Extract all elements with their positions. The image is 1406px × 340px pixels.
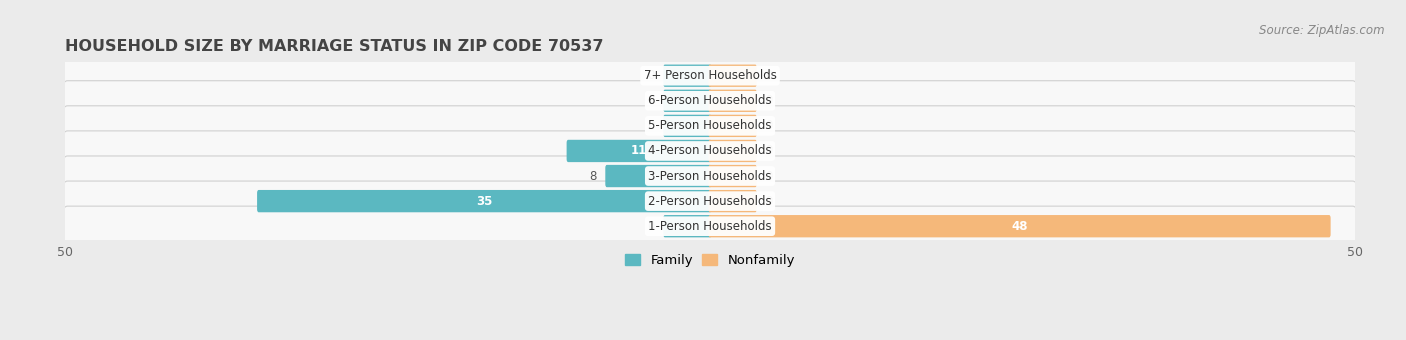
Text: 0: 0 bbox=[765, 170, 773, 183]
FancyBboxPatch shape bbox=[709, 140, 756, 162]
FancyBboxPatch shape bbox=[567, 140, 711, 162]
Text: 0: 0 bbox=[647, 220, 655, 233]
Text: 8: 8 bbox=[589, 170, 596, 183]
Text: Source: ZipAtlas.com: Source: ZipAtlas.com bbox=[1260, 24, 1385, 37]
FancyBboxPatch shape bbox=[62, 206, 1358, 246]
FancyBboxPatch shape bbox=[664, 215, 711, 237]
FancyBboxPatch shape bbox=[62, 56, 1358, 96]
Text: HOUSEHOLD SIZE BY MARRIAGE STATUS IN ZIP CODE 70537: HOUSEHOLD SIZE BY MARRIAGE STATUS IN ZIP… bbox=[65, 39, 603, 54]
FancyBboxPatch shape bbox=[709, 215, 1330, 237]
Text: 0: 0 bbox=[647, 119, 655, 132]
Text: 0: 0 bbox=[765, 119, 773, 132]
Text: 0: 0 bbox=[647, 69, 655, 82]
FancyBboxPatch shape bbox=[709, 65, 756, 87]
FancyBboxPatch shape bbox=[709, 165, 756, 187]
FancyBboxPatch shape bbox=[62, 181, 1358, 221]
Text: 0: 0 bbox=[765, 144, 773, 157]
FancyBboxPatch shape bbox=[664, 90, 711, 112]
FancyBboxPatch shape bbox=[664, 65, 711, 87]
FancyBboxPatch shape bbox=[606, 165, 711, 187]
Text: 5-Person Households: 5-Person Households bbox=[648, 119, 772, 132]
Text: 7+ Person Households: 7+ Person Households bbox=[644, 69, 776, 82]
Text: 11: 11 bbox=[631, 144, 647, 157]
Text: 0: 0 bbox=[647, 94, 655, 107]
Text: 4-Person Households: 4-Person Households bbox=[648, 144, 772, 157]
FancyBboxPatch shape bbox=[709, 90, 756, 112]
Text: 3-Person Households: 3-Person Households bbox=[648, 170, 772, 183]
FancyBboxPatch shape bbox=[664, 115, 711, 137]
FancyBboxPatch shape bbox=[62, 81, 1358, 121]
FancyBboxPatch shape bbox=[62, 106, 1358, 146]
FancyBboxPatch shape bbox=[62, 156, 1358, 196]
FancyBboxPatch shape bbox=[62, 131, 1358, 171]
Text: 0: 0 bbox=[765, 194, 773, 208]
Text: 48: 48 bbox=[1011, 220, 1028, 233]
Text: 35: 35 bbox=[477, 194, 492, 208]
FancyBboxPatch shape bbox=[709, 190, 756, 212]
Text: 0: 0 bbox=[765, 94, 773, 107]
Text: 1-Person Households: 1-Person Households bbox=[648, 220, 772, 233]
Text: 6-Person Households: 6-Person Households bbox=[648, 94, 772, 107]
Legend: Family, Nonfamily: Family, Nonfamily bbox=[619, 249, 801, 273]
FancyBboxPatch shape bbox=[709, 115, 756, 137]
Text: 2-Person Households: 2-Person Households bbox=[648, 194, 772, 208]
FancyBboxPatch shape bbox=[257, 190, 711, 212]
Text: 0: 0 bbox=[765, 69, 773, 82]
